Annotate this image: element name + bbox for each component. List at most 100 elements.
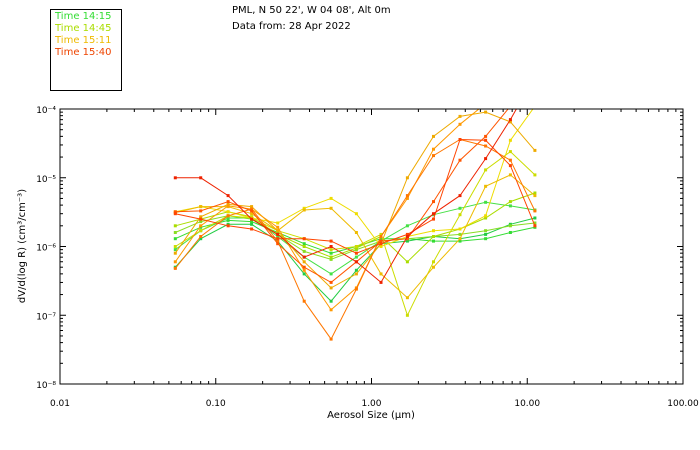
data-point xyxy=(354,260,358,264)
data-point xyxy=(458,239,462,243)
data-point xyxy=(405,232,409,236)
series-line-14 xyxy=(175,109,517,284)
data-point xyxy=(508,200,512,204)
data-point xyxy=(508,138,512,142)
data-point xyxy=(199,237,203,241)
data-point xyxy=(405,237,409,241)
data-point xyxy=(533,191,537,195)
plot-frame xyxy=(59,108,684,385)
data-point xyxy=(458,206,462,210)
data-point xyxy=(173,176,177,180)
data-point xyxy=(508,224,512,228)
data-point xyxy=(533,209,537,213)
data-point xyxy=(533,75,536,78)
legend-item-3: Time 15:11 xyxy=(55,35,111,47)
data-point xyxy=(379,232,383,236)
data-point xyxy=(226,216,230,220)
data-point xyxy=(533,221,537,225)
data-point xyxy=(226,218,230,222)
data-point xyxy=(432,147,435,151)
data-point xyxy=(458,227,462,231)
y-tick-label: 10⁻⁶ xyxy=(36,244,56,254)
data-point xyxy=(354,251,358,255)
data-point xyxy=(508,173,512,177)
data-point xyxy=(484,144,488,148)
series-line-8 xyxy=(175,174,536,299)
data-point xyxy=(484,184,488,188)
data-point xyxy=(533,173,537,177)
data-point xyxy=(533,75,536,78)
data-point xyxy=(508,150,512,154)
legend-label-2: Time 14:45 xyxy=(55,23,112,34)
data-point xyxy=(484,216,488,220)
legend-item-1: Time 14:15 xyxy=(55,11,111,23)
legend-box: Time 14:15 Time 14:45 Time 15:11 Time 15… xyxy=(50,9,122,91)
data-point xyxy=(276,225,280,229)
data-point xyxy=(405,235,409,238)
series-6 xyxy=(173,150,537,317)
data-point xyxy=(432,134,435,138)
data-point xyxy=(250,205,254,209)
data-point xyxy=(484,229,488,233)
data-point xyxy=(533,216,537,220)
legend-label-3: Time 15:11 xyxy=(55,35,112,46)
data-point xyxy=(458,158,462,162)
data-point xyxy=(354,248,358,252)
data-point xyxy=(379,239,383,243)
data-point xyxy=(199,209,203,213)
data-point xyxy=(199,215,203,219)
data-point xyxy=(173,248,177,252)
data-point xyxy=(226,224,230,228)
data-point xyxy=(329,206,333,210)
data-point xyxy=(508,204,512,208)
data-point xyxy=(354,245,358,248)
date-header: Data from: 28 Apr 2022 xyxy=(232,21,351,32)
data-point xyxy=(458,114,462,118)
data-point xyxy=(173,260,177,264)
series-14 xyxy=(173,75,536,284)
data-point xyxy=(432,217,435,221)
data-point xyxy=(533,80,536,83)
data-point xyxy=(276,237,280,241)
data-point xyxy=(276,232,280,236)
data-point xyxy=(354,231,358,234)
data-point xyxy=(329,337,333,341)
data-point xyxy=(329,248,333,252)
data-point xyxy=(250,220,254,224)
data-point xyxy=(405,176,409,180)
x-tick-label: 0.01 xyxy=(50,399,70,409)
data-point xyxy=(484,214,488,218)
data-point xyxy=(250,222,254,226)
data-point xyxy=(199,176,203,180)
x-tick-label: 10.00 xyxy=(514,399,540,409)
data-point xyxy=(354,255,358,259)
data-point xyxy=(173,231,177,234)
data-point xyxy=(508,158,512,162)
y-tick-label: 10⁻⁵ xyxy=(36,175,56,185)
data-point xyxy=(484,138,488,142)
data-point xyxy=(226,210,230,214)
y-tick-label: 10⁻⁸ xyxy=(36,381,56,391)
data-point xyxy=(250,207,254,211)
data-point xyxy=(302,208,306,212)
legend-label-1: Time 14:15 xyxy=(55,11,112,22)
data-point xyxy=(173,251,177,255)
data-point xyxy=(405,313,409,317)
data-point xyxy=(458,213,462,217)
data-point xyxy=(199,229,203,233)
data-point xyxy=(405,260,409,264)
series-layer xyxy=(173,75,537,341)
data-point xyxy=(302,255,306,259)
data-point xyxy=(276,221,280,225)
data-point xyxy=(173,245,177,248)
data-point xyxy=(329,196,333,200)
data-point xyxy=(405,239,409,243)
data-point xyxy=(458,122,462,126)
data-point xyxy=(484,168,488,172)
data-point xyxy=(484,134,488,138)
legend-label-4: Time 15:40 xyxy=(55,47,112,58)
data-point xyxy=(276,242,280,246)
data-point xyxy=(199,235,203,238)
x-tick-label: 0.10 xyxy=(206,399,226,409)
